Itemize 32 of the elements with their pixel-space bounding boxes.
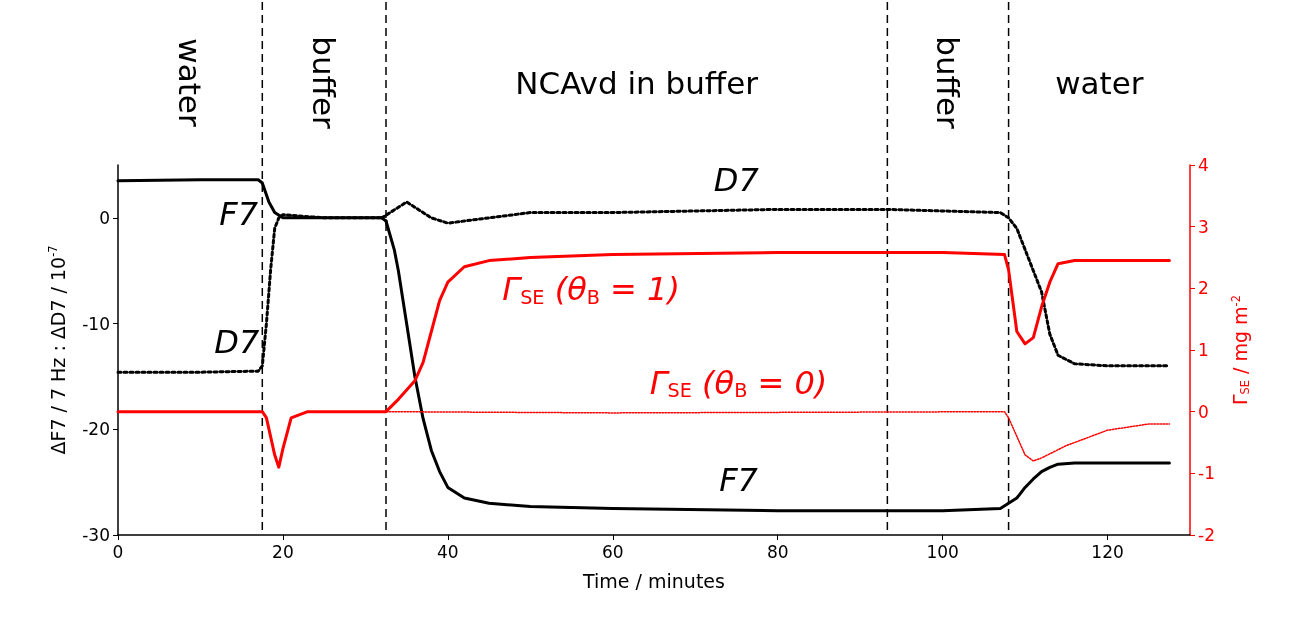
series-label: ΓSE (θB = 0) bbox=[649, 363, 828, 402]
y2-tick-label: 2 bbox=[1198, 278, 1209, 299]
text: buffer bbox=[306, 36, 343, 129]
y2-tick-label: -1 bbox=[1198, 463, 1215, 484]
text: NCAvd in buffer bbox=[515, 64, 759, 101]
y2-tick-label: -2 bbox=[1198, 525, 1215, 545]
x-tick-label: 100 bbox=[926, 541, 959, 562]
series-label: F7 bbox=[719, 461, 759, 500]
y-axis-title: ΔF7 / 7 Hz : ΔD7 / 10-7 bbox=[46, 245, 69, 455]
y-tick-label: 0 bbox=[99, 207, 110, 228]
x-tick-label: 20 bbox=[272, 541, 294, 562]
series-label: D7 bbox=[713, 161, 760, 200]
y2-tick-label: 0 bbox=[1198, 401, 1209, 422]
text: water bbox=[172, 38, 209, 127]
x-tick-label: 0 bbox=[112, 541, 124, 562]
x-tick-label: 60 bbox=[601, 541, 624, 562]
y2-tick-label: 1 bbox=[1198, 340, 1209, 360]
y-tick-label: -10 bbox=[82, 313, 110, 334]
x-axis-title: Time / minutes bbox=[582, 569, 725, 592]
y2-tick-label: 4 bbox=[1198, 155, 1209, 175]
series-label: F7 bbox=[219, 194, 259, 233]
y-tick-label: -20 bbox=[82, 419, 110, 440]
series-label: D7 bbox=[214, 322, 260, 361]
text: water bbox=[1055, 64, 1144, 101]
y2-axis-title: ΓSE / mg m-2 bbox=[1228, 295, 1252, 405]
text: buffer bbox=[929, 36, 966, 129]
x-tick-label: 120 bbox=[1091, 541, 1124, 562]
y-tick-label: -30 bbox=[82, 525, 110, 545]
series-label: ΓSE (θB = 1) bbox=[502, 270, 680, 309]
y2-tick-label: 3 bbox=[1198, 216, 1209, 237]
x-tick-label: 80 bbox=[766, 541, 789, 562]
x-tick-label: 40 bbox=[437, 541, 459, 562]
